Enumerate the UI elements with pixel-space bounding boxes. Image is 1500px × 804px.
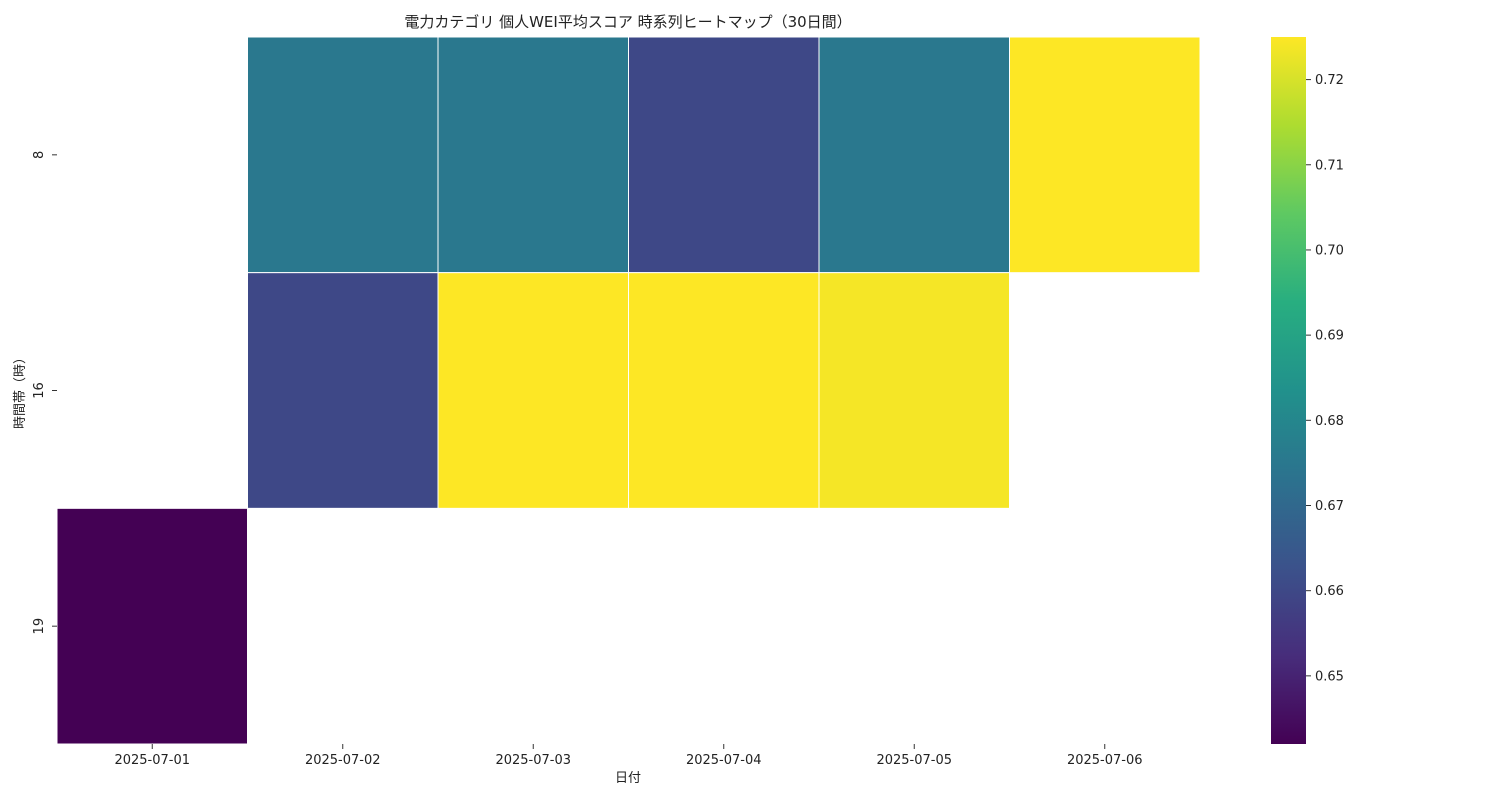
- colorbar-gradient: [1271, 37, 1306, 744]
- heatmap-cell: [818, 36, 1010, 274]
- colorbar-tick-label: 0.66: [1315, 584, 1344, 599]
- colorbar-tick-label: 0.72: [1315, 73, 1344, 88]
- heatmap-cells: [56, 36, 1201, 745]
- colorbar-tick-label: 0.71: [1315, 158, 1344, 173]
- heatmap-cell: [437, 36, 629, 274]
- x-tick-label: 2025-07-04: [686, 753, 762, 768]
- colorbar-tick-label: 0.65: [1315, 669, 1344, 684]
- heatmap-cell: [247, 272, 439, 509]
- y-axis-label: 時間帯（時）: [13, 351, 28, 429]
- x-tick-label: 2025-07-05: [876, 753, 952, 768]
- colorbar-tick-label: 0.69: [1315, 329, 1344, 344]
- heatmap-cell: [437, 272, 629, 509]
- y-tick-label: 8: [32, 151, 47, 159]
- y-tick-label: 19: [32, 618, 47, 635]
- heatmap-cell: [628, 36, 820, 274]
- heatmap-cell: [628, 272, 820, 509]
- heatmap-cell: [1009, 36, 1201, 274]
- chart-title: 電力カテゴリ 個人WEI平均スコア 時系列ヒートマップ（30日間）: [404, 13, 851, 31]
- x-axis: 2025-07-01 2025-07-02 2025-07-03 2025-07-04…: [114, 744, 1143, 768]
- heatmap-cell: [56, 507, 248, 745]
- heatmap-cell: [818, 272, 1010, 509]
- heatmap-cell: [247, 36, 439, 274]
- x-tick-label: 2025-07-03: [495, 753, 571, 768]
- x-tick-label: 2025-07-02: [305, 753, 381, 768]
- x-tick-label: 2025-07-01: [114, 753, 190, 768]
- x-axis-label: 日付: [615, 771, 641, 786]
- x-tick-label: 2025-07-06: [1067, 753, 1143, 768]
- colorbar-tick-label: 0.70: [1315, 243, 1344, 258]
- colorbar-tick-label: 0.67: [1315, 499, 1344, 514]
- colorbar-tick-label: 0.68: [1315, 414, 1344, 429]
- colorbar: 0.65 0.66 0.67 0.68 0.69 0.70 0.71 0.72: [1271, 37, 1344, 744]
- y-tick-label: 16: [32, 382, 47, 399]
- y-axis: 8 16 19: [32, 151, 57, 635]
